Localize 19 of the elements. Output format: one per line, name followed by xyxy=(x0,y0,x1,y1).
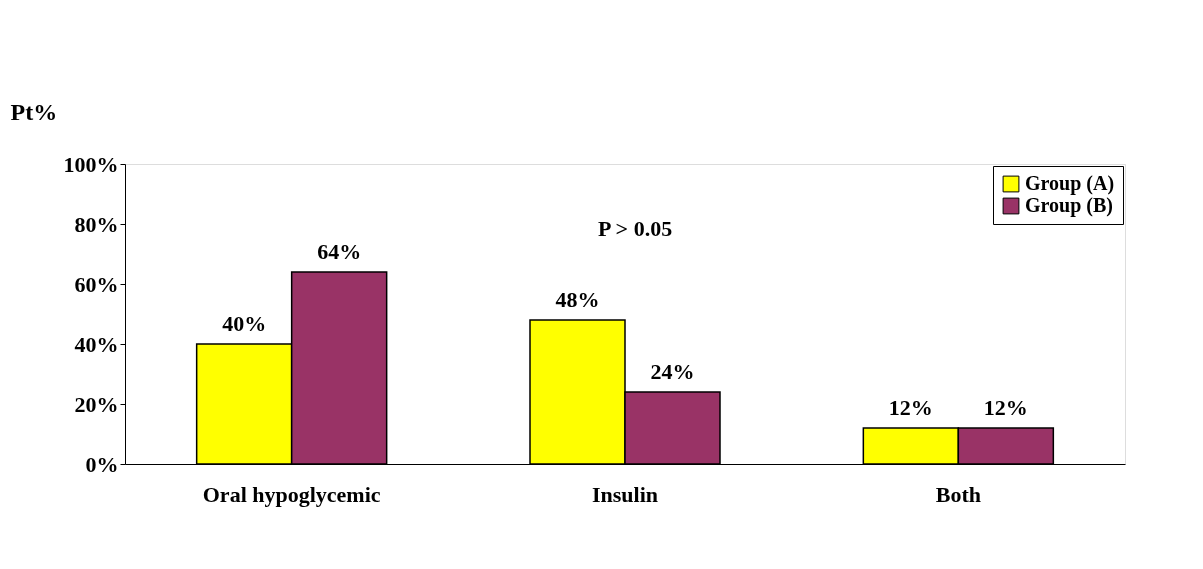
legend-label: Group (B) xyxy=(1025,194,1113,217)
data-label: 48% xyxy=(555,287,600,312)
data-label: 12% xyxy=(888,395,933,420)
y-tick-label: 40% xyxy=(74,331,119,357)
y-axis-title: Pt% xyxy=(10,98,58,125)
data-label: 24% xyxy=(650,359,695,384)
legend-label: Group (A) xyxy=(1025,172,1115,195)
data-label: 64% xyxy=(317,239,362,264)
y-tick-label: 20% xyxy=(74,391,119,417)
x-tick-label: Both xyxy=(935,481,981,507)
y-tick-label: 60% xyxy=(74,271,119,297)
x-tick-label: Oral hypoglycemic xyxy=(202,481,381,507)
x-tick-label: Insulin xyxy=(591,481,659,507)
y-tick-label: 80% xyxy=(74,211,119,237)
annotation: P > 0.05 xyxy=(597,216,673,241)
data-label: 40% xyxy=(222,311,267,336)
y-tick-label: 0% xyxy=(85,451,119,477)
y-tick-label: 100% xyxy=(63,151,119,177)
data-label: 12% xyxy=(983,395,1028,420)
